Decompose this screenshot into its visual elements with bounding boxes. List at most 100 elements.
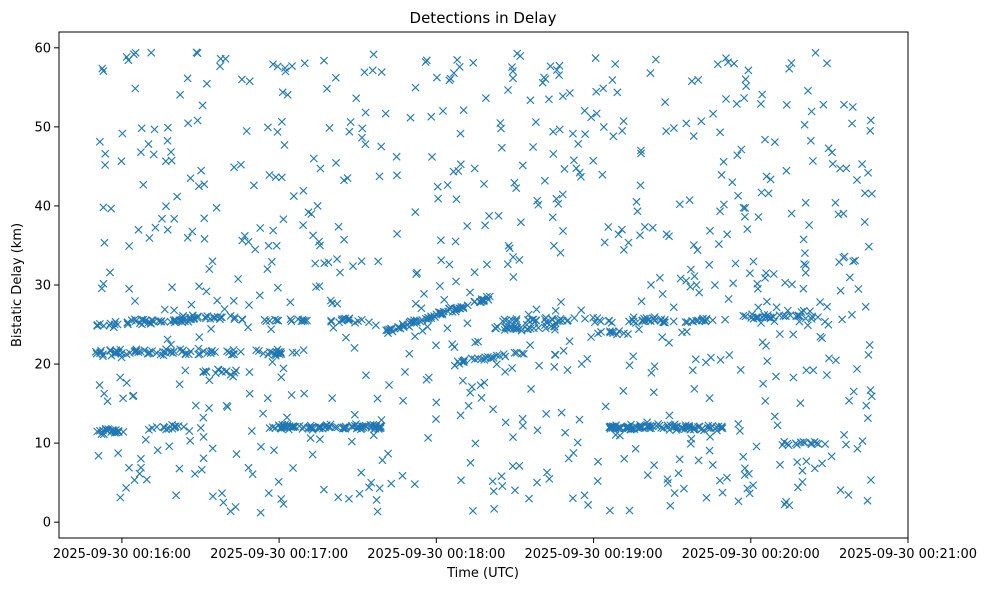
data-point: [222, 367, 231, 376]
data-point: [283, 90, 292, 99]
data-point: [541, 75, 550, 83]
data-point: [212, 203, 221, 212]
data-point: [550, 350, 559, 359]
data-point: [540, 176, 549, 185]
data-point: [665, 338, 673, 347]
data-point: [800, 249, 809, 258]
data-point: [315, 422, 323, 431]
data-point: [417, 304, 426, 313]
data-point: [117, 353, 126, 362]
data-point: [705, 260, 714, 269]
data-point: [509, 253, 518, 261]
data-point: [475, 298, 484, 306]
data-point: [840, 100, 848, 109]
data-point: [256, 224, 265, 232]
data-point: [398, 471, 407, 480]
data-point: [377, 68, 386, 77]
data-point: [504, 241, 513, 250]
data-point: [543, 468, 551, 477]
data-point: [762, 269, 771, 278]
data-point: [160, 305, 169, 314]
data-point: [719, 157, 728, 166]
data-point: [533, 196, 542, 205]
data-point: [217, 313, 226, 322]
data-point: [190, 314, 199, 323]
data-point: [651, 55, 660, 64]
data-point: [713, 60, 722, 69]
data-point: [288, 422, 297, 431]
data-point: [401, 367, 409, 376]
data-point: [492, 351, 501, 360]
data-point: [194, 182, 203, 191]
data-point: [170, 214, 179, 223]
data-point: [159, 351, 168, 360]
data-point: [798, 478, 807, 486]
data-point: [443, 181, 452, 189]
data-point: [599, 84, 608, 93]
data-point: [362, 371, 370, 380]
data-point: [199, 454, 208, 463]
data-point: [524, 310, 533, 319]
data-point: [867, 392, 876, 401]
data-point: [238, 236, 247, 245]
y-tick-label: 0: [43, 516, 51, 531]
data-point: [739, 311, 748, 320]
data-point: [864, 350, 873, 359]
data-point: [550, 362, 559, 371]
data-point: [802, 366, 811, 375]
data-point: [594, 329, 602, 338]
data-point: [643, 471, 652, 480]
data-point: [208, 257, 217, 266]
data-point: [496, 119, 505, 127]
data-point: [232, 450, 241, 459]
data-point: [138, 316, 147, 325]
data-point: [485, 211, 494, 220]
data-point: [695, 422, 704, 431]
data-point: [560, 164, 569, 173]
data-point: [449, 69, 458, 78]
data-point: [749, 314, 758, 323]
data-point: [100, 238, 109, 247]
data-point: [268, 423, 277, 432]
data-point: [259, 409, 268, 418]
data-point: [320, 259, 329, 268]
data-point: [424, 315, 432, 324]
data-point: [542, 409, 551, 418]
data-point: [263, 123, 272, 132]
data-point: [593, 477, 602, 486]
data-point: [131, 297, 139, 305]
data-point: [554, 199, 563, 208]
data-point: [599, 123, 608, 131]
data-point: [283, 413, 291, 422]
data-point: [858, 437, 867, 446]
data-point: [485, 292, 494, 301]
data-point: [580, 106, 589, 115]
data-point: [459, 303, 468, 311]
data-point: [192, 48, 201, 57]
data-point: [629, 352, 638, 361]
data-point: [541, 321, 549, 330]
data-point: [137, 463, 145, 472]
data-point: [551, 325, 559, 334]
data-point: [510, 178, 519, 187]
data-point: [753, 279, 762, 288]
data-point: [609, 132, 618, 141]
data-point: [172, 491, 181, 500]
data-point: [106, 347, 115, 355]
data-point: [763, 357, 772, 366]
data-point: [271, 315, 279, 324]
data-point: [424, 433, 433, 442]
data-point: [865, 341, 874, 349]
data-point: [823, 302, 832, 311]
data-point: [187, 300, 196, 309]
data-point: [272, 241, 281, 250]
data-point: [226, 507, 235, 516]
data-point: [598, 170, 607, 179]
data-point: [821, 440, 830, 449]
data-point: [761, 273, 770, 282]
data-point: [601, 402, 610, 411]
data-point: [405, 349, 414, 358]
data-point: [201, 367, 210, 376]
data-point: [349, 262, 357, 271]
data-point: [661, 98, 670, 107]
